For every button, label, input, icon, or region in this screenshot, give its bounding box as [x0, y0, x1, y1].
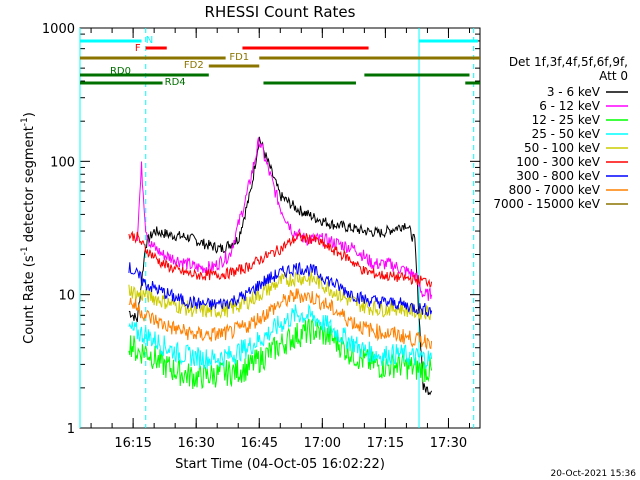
legend-label: 300 - 800 keV — [516, 169, 600, 183]
flag-bars: NF FD1 FD2 RD0 RD4 — [80, 35, 480, 88]
legend-label: 6 - 12 keV — [539, 99, 601, 113]
series-line — [128, 318, 433, 390]
flag-label-rd4: RD4 — [165, 77, 186, 88]
x-tick-label: 17:15 — [367, 436, 404, 451]
vertical-markers — [79, 28, 475, 428]
series-line — [128, 136, 433, 396]
x-axis-label: Start Time (04-Oct-05 16:02:22) — [175, 457, 385, 472]
series-line — [128, 261, 433, 317]
legend-label: 50 - 100 keV — [524, 141, 601, 155]
y-tick-label: 1000 — [42, 22, 75, 37]
x-tick-label: 16:30 — [177, 436, 214, 451]
legend-header: Det 1f,3f,4f,5f,6f,9f, — [509, 55, 628, 69]
series-line — [128, 303, 433, 370]
flag-label-f: F — [135, 43, 141, 54]
y-axis-label: Count Rate (s-1 detector segment-1) — [20, 112, 37, 344]
flag-label-fd2: FD2 — [184, 60, 204, 71]
legend-label: 100 - 300 keV — [516, 155, 600, 169]
y-tick-label: 10 — [58, 289, 75, 304]
legend-label: 12 - 25 keV — [532, 113, 601, 127]
legend-label: 25 - 50 keV — [532, 127, 601, 141]
legend-label: 3 - 6 keV — [547, 85, 601, 99]
chart-title: RHESSI Count Rates — [205, 3, 356, 21]
y-axis: 1 10 100 1000 — [42, 22, 480, 437]
y-tick-label: 100 — [50, 155, 75, 170]
series-line — [128, 288, 433, 351]
series-line — [128, 230, 433, 288]
flag-label-rd0: RD0 — [110, 66, 131, 77]
x-axis: 16:15 16:30 16:45 17:00 17:15 17:30 — [90, 28, 470, 451]
flag-label-n: N — [146, 35, 153, 46]
series-line — [136, 137, 433, 301]
y-tick-label: 1 — [67, 422, 75, 437]
x-tick-label: 16:15 — [114, 436, 151, 451]
legend-label: 800 - 7000 keV — [509, 183, 601, 197]
legend-header: Att 0 — [599, 69, 628, 83]
legend-label: 7000 - 15000 keV — [493, 197, 600, 211]
x-tick-label: 17:30 — [430, 436, 467, 451]
flag-label-fd1: FD1 — [229, 52, 249, 63]
data-series — [128, 136, 433, 396]
series-line — [128, 271, 433, 321]
x-tick-label: 17:00 — [304, 436, 341, 451]
x-tick-label: 16:45 — [241, 436, 278, 451]
plot-timestamp: 20-Oct-2021 15:36 — [551, 469, 637, 479]
